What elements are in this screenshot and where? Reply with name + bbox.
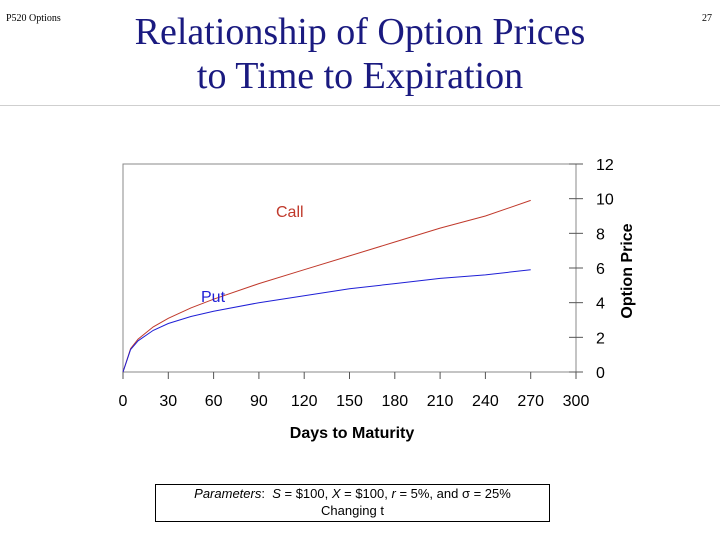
title-line-1: Relationship of Option Prices <box>134 11 586 53</box>
y-tick-label-8: 8 <box>596 226 605 243</box>
x-tick-label-120: 120 <box>291 393 318 410</box>
series-line-call <box>122 199 531 373</box>
param-x: X <box>331 486 341 501</box>
x-tick-label-210: 210 <box>427 393 454 410</box>
series-label-put: Put <box>201 289 226 306</box>
x-tick-label-240: 240 <box>472 393 499 410</box>
y-tick-label-10: 10 <box>596 192 614 209</box>
params-label: Parameters <box>194 486 262 501</box>
param-s-value: = $100, <box>280 486 332 501</box>
x-tick-label-150: 150 <box>336 393 363 410</box>
x-axis-title: Days to Maturity <box>290 425 415 442</box>
changing-t-line: Changing t <box>321 503 384 518</box>
slide-title: Relationship of Option Prices to Time to… <box>70 10 650 98</box>
title-line-2: to Time to Expiration <box>196 55 524 97</box>
x-tick-label-60: 60 <box>205 393 223 410</box>
parameters-line: Parameters: S = $100, X = $100, r = 5%, … <box>194 486 511 501</box>
series-line-put <box>122 269 531 373</box>
param-x-value: = $100, <box>340 486 392 501</box>
x-tick-label-270: 270 <box>517 393 544 410</box>
x-tick-label-180: 180 <box>381 393 408 410</box>
param-s: S <box>272 486 281 501</box>
title-divider <box>0 105 720 106</box>
y-axis-title: Option Price <box>619 223 636 318</box>
course-label: P520 Options <box>6 13 61 24</box>
series-label-call: Call <box>276 204 304 221</box>
y-tick-label-12: 12 <box>596 157 614 174</box>
param-r: r <box>391 486 396 501</box>
x-tick-label-0: 0 <box>119 393 128 410</box>
axes: 0 30 60 90 120 150 180 210 240 270 300 0 2 4 6 8 10 12 <box>119 157 614 410</box>
parameters-box: Parameters: S = $100, X = $100, r = 5%, … <box>155 484 550 522</box>
series-lines <box>122 199 531 373</box>
plot-area <box>122 163 577 373</box>
page-number: 27 <box>702 13 712 24</box>
x-tick-label-90: 90 <box>250 393 268 410</box>
y-tick-label-6: 6 <box>596 261 605 278</box>
y-tick-label-0: 0 <box>596 365 605 382</box>
y-tick-label-2: 2 <box>596 330 605 347</box>
x-tick-label-300: 300 <box>563 393 590 410</box>
param-r-value: = 5%, and σ = 25% <box>395 486 511 501</box>
x-tick-label-30: 30 <box>159 393 177 410</box>
y-tick-label-4: 4 <box>596 296 605 313</box>
